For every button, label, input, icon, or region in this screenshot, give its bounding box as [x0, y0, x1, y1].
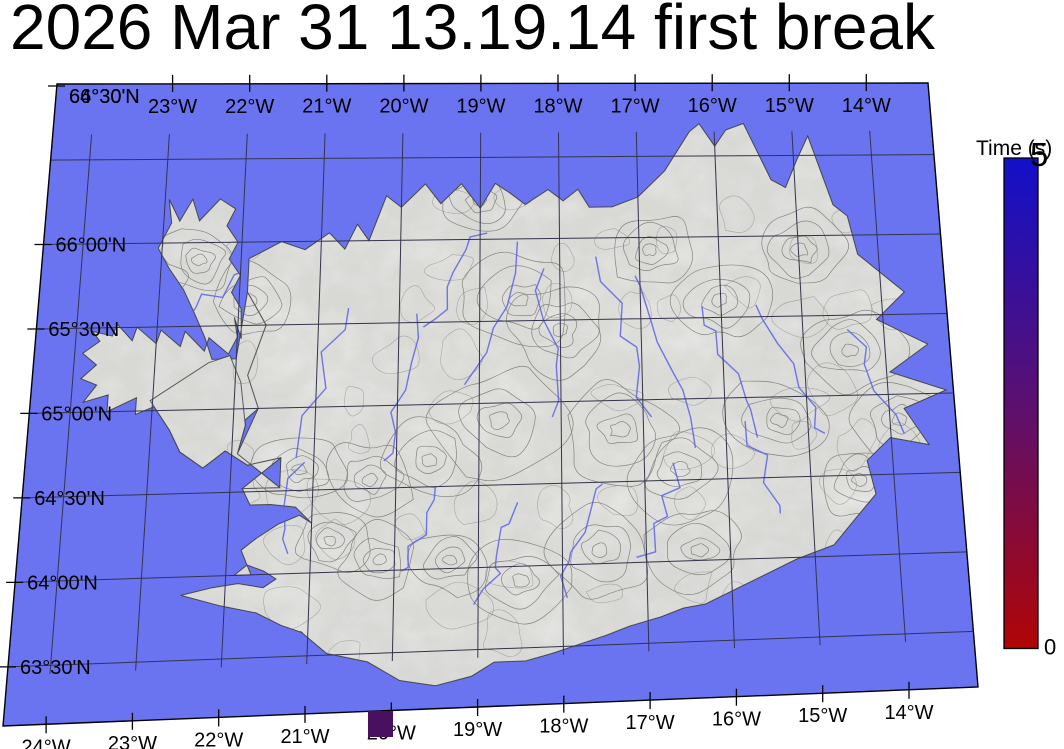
svg-text:18°W: 18°W: [539, 716, 588, 738]
svg-text:24°W: 24°W: [22, 736, 71, 749]
svg-text:65°30'N: 65°30'N: [48, 319, 119, 341]
svg-text:14°W: 14°W: [842, 95, 891, 117]
svg-text:23°W: 23°W: [108, 733, 157, 749]
svg-text:21°W: 21°W: [302, 96, 351, 118]
svg-text:17°W: 17°W: [611, 95, 660, 117]
svg-text:14°W: 14°W: [884, 702, 933, 724]
svg-text:22°W: 22°W: [194, 729, 243, 749]
svg-text:19°W: 19°W: [453, 719, 502, 741]
svg-text:23°W: 23°W: [148, 96, 197, 118]
svg-text:17°W: 17°W: [626, 712, 675, 734]
svg-text:19°W: 19°W: [456, 96, 505, 118]
svg-text:66°00'N: 66°00'N: [56, 235, 127, 257]
svg-text:64°30'N: 64°30'N: [34, 488, 105, 510]
svg-text:5: 5: [1030, 136, 1048, 173]
svg-text:21°W: 21°W: [280, 726, 329, 748]
svg-text:16°W: 16°W: [688, 95, 737, 117]
svg-text:16°W: 16°W: [712, 709, 761, 731]
svg-text:64°30'N: 64°30'N: [69, 86, 140, 108]
svg-text:15°W: 15°W: [798, 705, 847, 727]
svg-text:0: 0: [1044, 635, 1056, 660]
svg-text:65°00'N: 65°00'N: [41, 403, 112, 425]
svg-text:15°W: 15°W: [765, 95, 814, 117]
svg-text:22°W: 22°W: [225, 96, 274, 118]
svg-text:18°W: 18°W: [533, 95, 582, 117]
svg-text:64°00'N: 64°00'N: [27, 572, 98, 594]
svg-text:63°30'N: 63°30'N: [20, 657, 91, 679]
svg-text:20°W: 20°W: [379, 96, 428, 118]
